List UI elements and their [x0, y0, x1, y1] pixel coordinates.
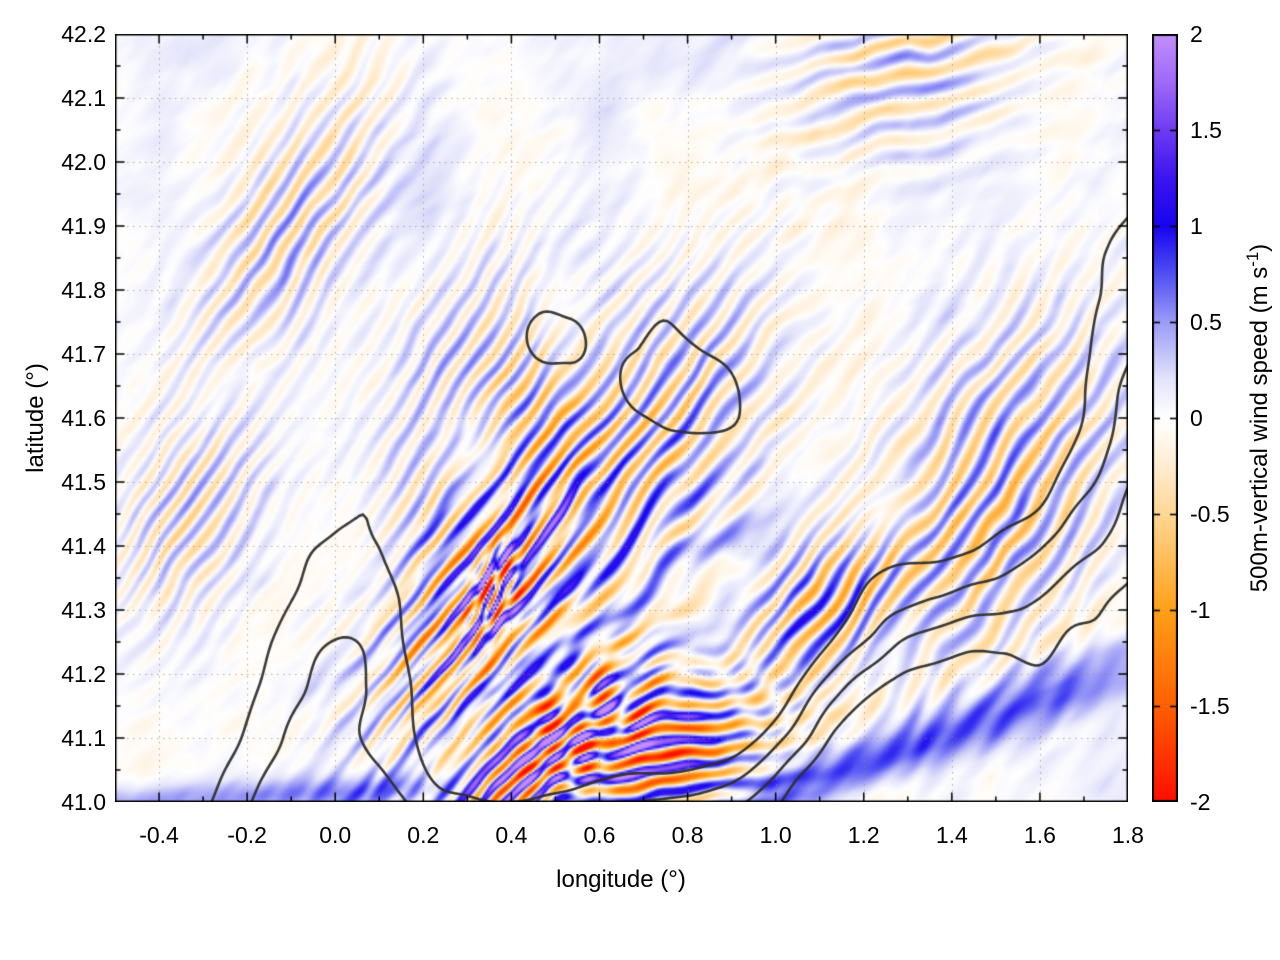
y-tick-label: 41.9	[61, 213, 106, 239]
y-tick-label: 42.1	[61, 85, 106, 111]
x-axis-label: longitude (°)	[556, 866, 686, 893]
colorbar-tick-label: -1	[1190, 597, 1211, 623]
colorbar-tick-label: 0.5	[1190, 309, 1222, 335]
colorbar-tick-label: 2	[1190, 21, 1203, 47]
colorbar-tick-label: 1	[1190, 213, 1203, 239]
x-tick-label: 0.6	[583, 822, 616, 848]
y-tick-label: 41.4	[61, 533, 106, 559]
heatmap-plot-canvas	[115, 34, 1128, 802]
y-tick-label: 41.8	[61, 277, 106, 303]
colorbar-label-close: )	[1246, 243, 1273, 252]
colorbar-canvas	[1152, 34, 1178, 802]
colorbar-axis-label: 500m-vertical wind speed (m s-1)	[1240, 178, 1273, 658]
y-tick-label: 41.5	[61, 469, 106, 495]
x-tick-label: 1.2	[847, 822, 880, 848]
x-tick-label: 0.2	[407, 822, 440, 848]
x-tick-label: 0.8	[671, 822, 704, 848]
x-tick-label: 1.0	[759, 822, 792, 848]
colorbar-label-superscript: -1	[1243, 251, 1262, 267]
colorbar-tick-label: -2	[1190, 789, 1211, 815]
y-tick-label: 41.2	[61, 661, 106, 687]
y-tick-label: 41.3	[61, 597, 106, 623]
x-tick-label: 1.6	[1023, 822, 1056, 848]
x-tick-label: -0.4	[139, 822, 179, 848]
colorbar-tick-label: -1.5	[1190, 693, 1230, 719]
colorbar-tick-label: -0.5	[1190, 501, 1230, 527]
y-axis-label: latitude (°)	[22, 363, 49, 473]
x-tick-label: 1.4	[935, 822, 968, 848]
x-tick-label: 1.8	[1112, 822, 1144, 848]
x-tick-label: 0.4	[495, 822, 528, 848]
y-tick-label: 41.6	[61, 405, 106, 431]
y-tick-label: 42.0	[61, 149, 106, 175]
colorbar-tick-label: 0	[1190, 405, 1203, 431]
x-tick-label: 0.0	[319, 822, 352, 848]
colorbar-tick-label: 1.5	[1190, 117, 1222, 143]
y-tick-label: 42.2	[61, 21, 106, 47]
y-tick-label: 41.7	[61, 341, 106, 367]
y-tick-label: 41.0	[61, 789, 106, 815]
colorbar-label-text: 500m-vertical wind speed (m s	[1246, 266, 1273, 593]
y-tick-label: 41.1	[61, 725, 106, 751]
x-tick-label: -0.2	[227, 822, 267, 848]
